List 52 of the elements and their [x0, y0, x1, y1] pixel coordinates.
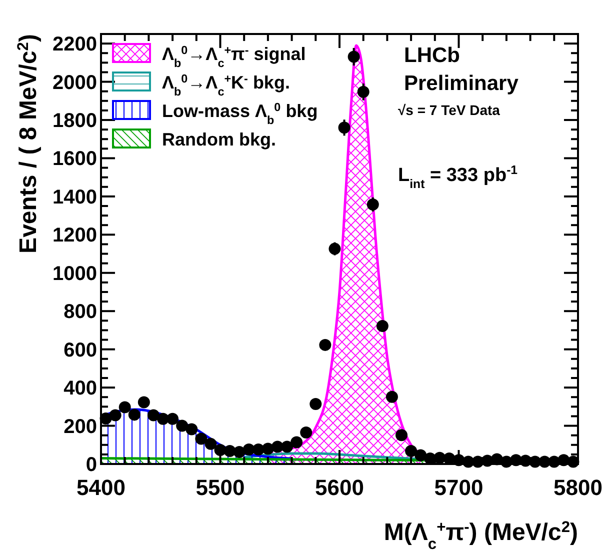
- point: [195, 432, 208, 445]
- point: [166, 412, 179, 425]
- y-tick-label: 400: [64, 378, 97, 400]
- point: [366, 198, 379, 210]
- annotation: Preliminary: [404, 72, 519, 95]
- point: [138, 396, 150, 408]
- y-tick-label: 200: [64, 416, 97, 438]
- legend-label: Low-mass Λ$_{b}$$^{0}$ bkg: [162, 100, 318, 126]
- x-tick-label: 5500: [196, 475, 245, 500]
- text: Λ$_{b}$$^{0}$→Λ$_{c}$$^{+}$π$^{-}$ signal: [162, 44, 306, 70]
- text: Λ$_{b}$$^{0}$→Λ$_{c}$$^{+}$K$^{-}$ bkg.: [162, 72, 290, 98]
- point: [357, 86, 370, 98]
- x-tick-label: 5800: [554, 475, 602, 500]
- x-tick-label: 5600: [315, 475, 364, 500]
- x-axis-title: M(Λ$_{c}$$^{+}$π$^{-}$) (MeV/c$^{2}$): [384, 518, 578, 552]
- y-tick-label: 800: [64, 301, 97, 324]
- point: [328, 242, 341, 255]
- y-tick-label: 2000: [52, 72, 97, 94]
- point: [310, 398, 322, 410]
- point: [300, 426, 312, 438]
- y-tick-label: 1800: [52, 110, 97, 132]
- annotation: LHCb: [404, 44, 460, 67]
- point: [118, 401, 131, 414]
- y-tick-label: 0: [86, 454, 97, 476]
- point: [204, 438, 217, 450]
- point: [414, 449, 427, 462]
- point: [176, 420, 188, 432]
- point: [386, 390, 398, 403]
- point: [147, 409, 160, 422]
- x-tick-label: 5700: [434, 475, 484, 500]
- y-tick-label: 1200: [52, 224, 97, 247]
- point: [290, 436, 303, 448]
- point: [233, 446, 246, 458]
- point: [376, 320, 388, 332]
- legend-label: Random bkg.: [162, 130, 276, 150]
- point: [338, 122, 350, 134]
- point: [186, 423, 198, 436]
- y-tick-label: 1600: [52, 148, 97, 170]
- point: [281, 440, 294, 453]
- y-tick-label: 1400: [52, 186, 97, 208]
- point: [405, 445, 418, 458]
- y-tick-label: 2200: [52, 34, 97, 56]
- annotation: L$_{int}$ = 333 pb$^{-1}$: [398, 163, 518, 191]
- y-tick-label: 1000: [52, 262, 97, 285]
- y-tick-label: 600: [64, 339, 97, 362]
- annotation: √s = 7 TeV Data: [398, 102, 500, 118]
- point: [128, 408, 140, 421]
- point: [319, 338, 332, 351]
- point: [348, 50, 360, 63]
- point: [109, 409, 122, 422]
- x-tick-label: 5400: [76, 475, 126, 500]
- point: [396, 429, 408, 442]
